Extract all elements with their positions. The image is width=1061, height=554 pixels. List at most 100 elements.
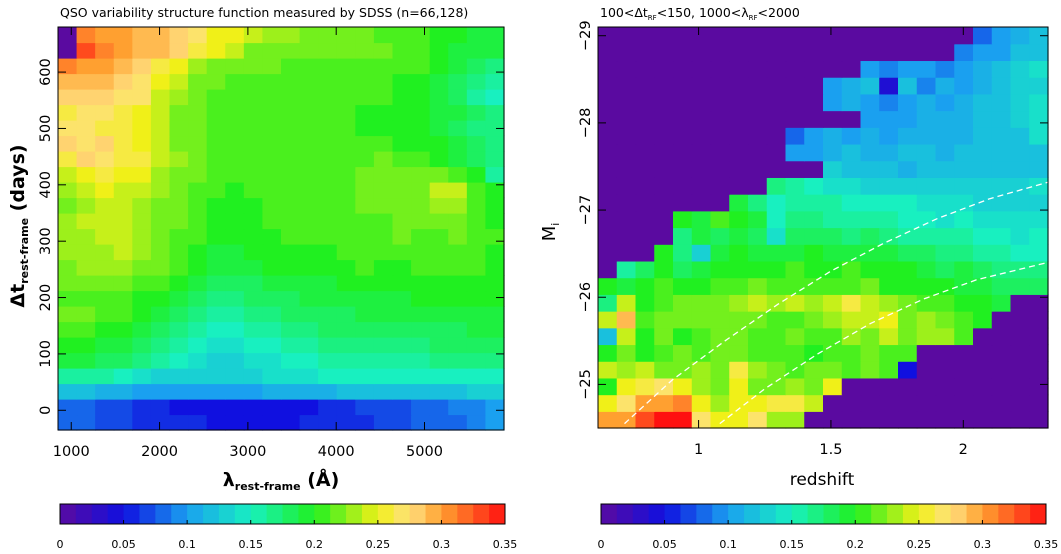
heatmap-cell xyxy=(318,259,338,276)
dashed-curve xyxy=(624,181,1048,425)
heatmap-cell xyxy=(206,197,226,214)
heatmap-cell xyxy=(355,259,375,276)
heatmap-cell xyxy=(466,306,487,323)
heatmap-cell xyxy=(411,275,431,292)
right-heatmap-cells xyxy=(598,27,1049,429)
heatmap-cell xyxy=(95,399,115,416)
heatmap-cell xyxy=(748,110,768,128)
heatmap-cell xyxy=(654,394,674,412)
heatmap-cell xyxy=(935,394,955,412)
heatmap-cell xyxy=(336,228,356,245)
heatmap-cell xyxy=(76,104,96,121)
y-tick-label: −28 xyxy=(578,108,594,139)
right-chart-title: 100<ΔtRF<150, 1000<λRF<2000 xyxy=(600,5,800,22)
heatmap-cell xyxy=(113,166,133,183)
heatmap-cell xyxy=(785,311,805,329)
heatmap-cell xyxy=(318,73,338,90)
heatmap-cell xyxy=(58,290,78,307)
heatmap-cell xyxy=(935,361,955,379)
heatmap-cell xyxy=(916,60,937,78)
heatmap-cell xyxy=(898,311,918,329)
heatmap-cell xyxy=(916,361,937,379)
heatmap-cell xyxy=(673,361,693,379)
heatmap-cell xyxy=(954,227,974,245)
heatmap-cell xyxy=(95,321,115,338)
heatmap-cell xyxy=(392,321,412,338)
heatmap-cell xyxy=(729,110,749,128)
heatmap-cell xyxy=(729,344,749,362)
heatmap-cell xyxy=(485,89,505,106)
heatmap-cell xyxy=(991,244,1012,262)
heatmap-cell xyxy=(691,227,712,245)
colorbar-segment xyxy=(203,504,220,524)
heatmap-cell xyxy=(729,311,749,329)
heatmap-cell xyxy=(785,127,805,145)
heatmap-cell xyxy=(804,327,824,346)
heatmap-cell xyxy=(429,228,449,245)
colorbar-segment xyxy=(91,504,109,524)
heatmap-cell xyxy=(785,177,805,195)
colorbar-segment xyxy=(918,504,936,524)
heatmap-cell xyxy=(673,143,693,162)
heatmap-cell xyxy=(635,344,655,362)
heatmap-cell xyxy=(225,135,245,152)
heatmap-cell xyxy=(710,127,730,145)
heatmap-cell xyxy=(616,60,637,78)
heatmap-cell xyxy=(299,120,319,137)
heatmap-cell xyxy=(766,160,787,178)
heatmap-cell xyxy=(710,160,730,178)
heatmap-cell xyxy=(113,120,133,137)
heatmap-cell xyxy=(973,127,993,145)
heatmap-cell xyxy=(785,394,805,412)
heatmap-cell xyxy=(262,213,282,230)
heatmap-cell xyxy=(935,210,955,229)
heatmap-cell xyxy=(76,73,96,90)
heatmap-cell xyxy=(598,143,618,162)
x-tick-label: 5000 xyxy=(406,444,443,460)
heatmap-cell xyxy=(616,377,637,396)
heatmap-cell xyxy=(673,277,693,295)
heatmap-cell xyxy=(823,260,843,279)
heatmap-cell xyxy=(448,399,468,416)
heatmap-cell xyxy=(188,197,208,214)
heatmap-cell xyxy=(616,227,637,245)
heatmap-cell xyxy=(823,127,843,145)
heatmap-cell xyxy=(785,260,805,279)
colorbar-segment xyxy=(982,504,999,524)
heatmap-cell xyxy=(823,77,843,95)
heatmap-cell xyxy=(973,60,993,78)
heatmap-cell xyxy=(281,244,301,261)
heatmap-cell xyxy=(879,93,899,112)
heatmap-cell xyxy=(991,127,1012,145)
heatmap-cell xyxy=(879,60,899,78)
colorbar-tick-label: 0.05 xyxy=(111,538,136,551)
heatmap-cell xyxy=(95,166,115,183)
heatmap-cell xyxy=(336,213,356,230)
heatmap-cell xyxy=(58,213,78,230)
heatmap-cell xyxy=(355,135,375,152)
heatmap-cell xyxy=(485,414,505,431)
heatmap-cell xyxy=(804,294,824,312)
heatmap-cell xyxy=(841,361,862,379)
heatmap-cell xyxy=(132,337,152,354)
heatmap-cell xyxy=(673,327,693,346)
heatmap-cell xyxy=(392,383,412,400)
heatmap-cell xyxy=(299,368,319,385)
heatmap-cell xyxy=(373,259,394,276)
heatmap-cell xyxy=(823,244,843,262)
heatmap-cell xyxy=(113,306,133,323)
heatmap-cell xyxy=(860,194,880,212)
heatmap-cell xyxy=(243,275,264,292)
heatmap-cell xyxy=(336,89,356,106)
heatmap-cell xyxy=(355,42,375,59)
heatmap-cell xyxy=(392,213,412,230)
heatmap-cell xyxy=(448,414,468,431)
heatmap-cell xyxy=(150,42,171,59)
heatmap-cell xyxy=(860,361,880,379)
heatmap-cell xyxy=(132,58,152,75)
heatmap-cell xyxy=(879,294,899,312)
heatmap-cell xyxy=(318,244,338,261)
heatmap-cell xyxy=(262,151,282,168)
colorbar-segment xyxy=(664,504,681,524)
colorbar-tick-label: 0.1 xyxy=(178,538,196,551)
